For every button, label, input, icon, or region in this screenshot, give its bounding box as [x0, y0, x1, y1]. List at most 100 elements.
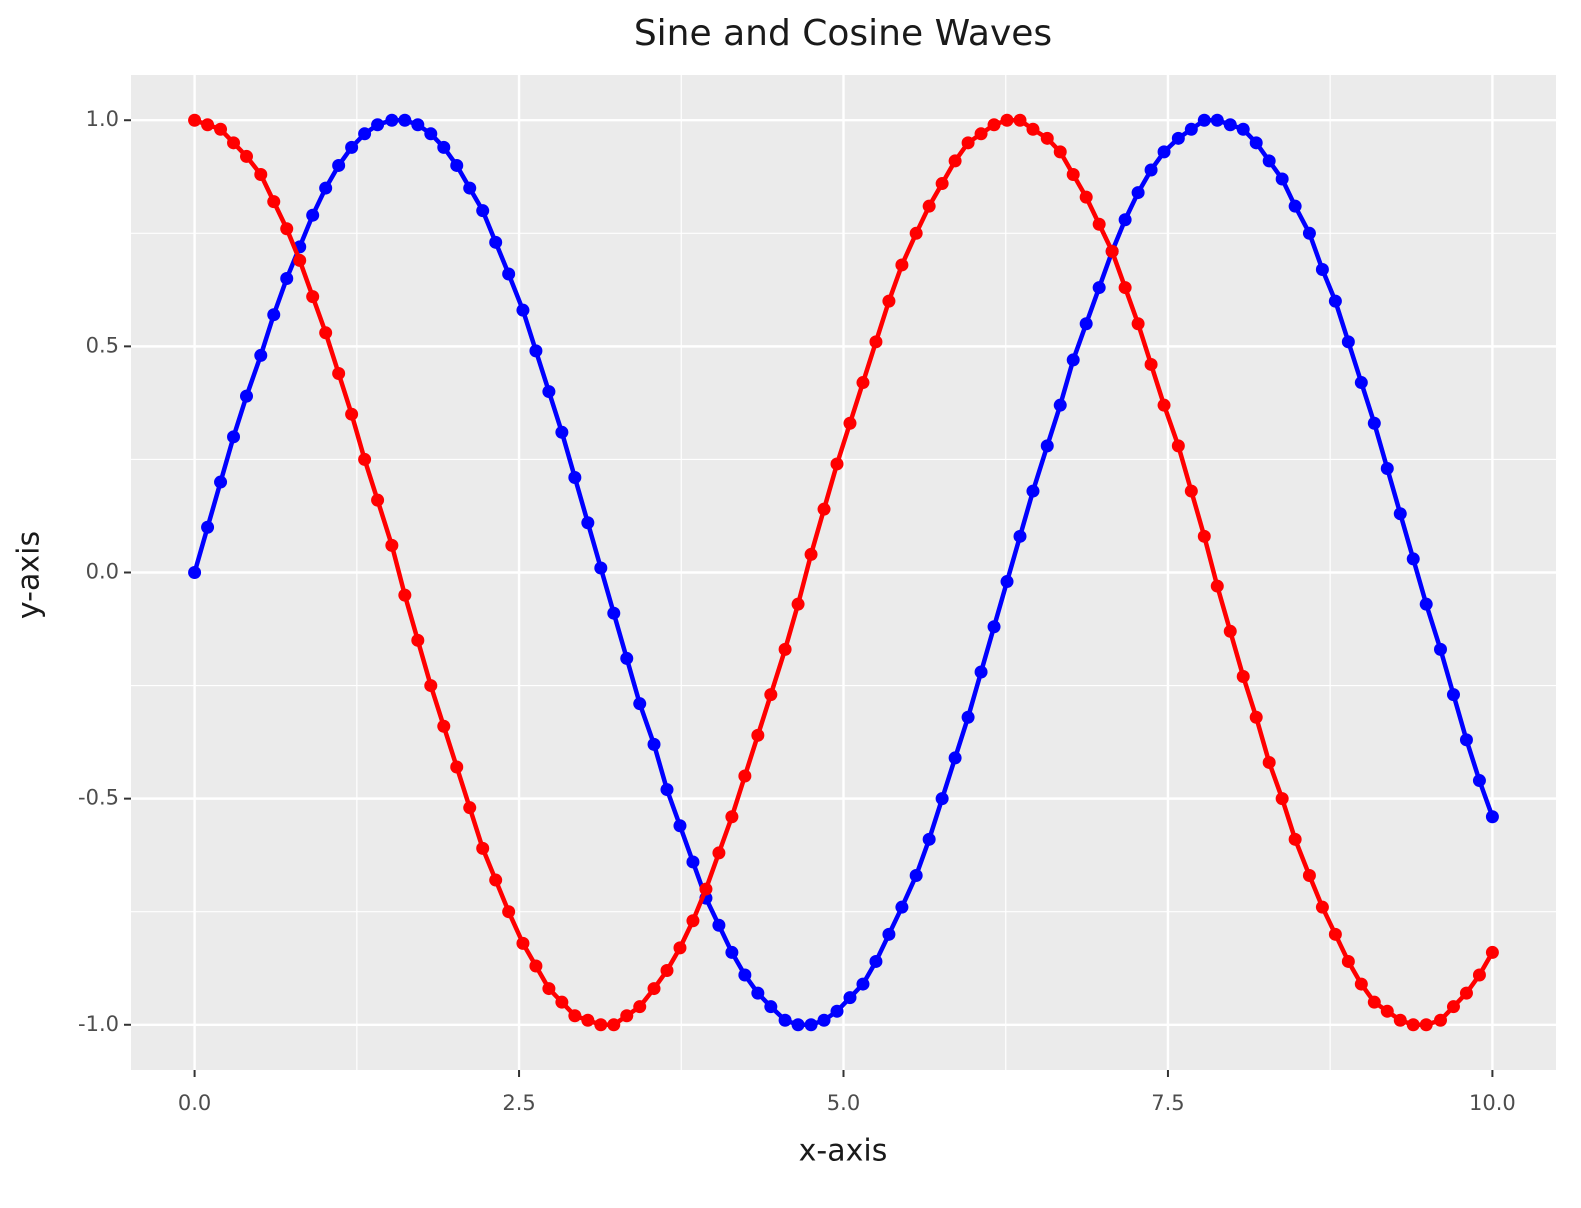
data-point — [751, 728, 765, 742]
data-point — [1236, 670, 1250, 684]
data-point — [188, 113, 202, 127]
data-point — [1053, 398, 1067, 412]
data-point — [738, 968, 752, 982]
x-tick-label: 2.5 — [502, 1091, 535, 1115]
data-point — [922, 832, 936, 846]
data-point — [214, 122, 228, 136]
data-point — [227, 136, 241, 150]
x-tick-label: 5.0 — [827, 1091, 860, 1115]
data-point — [817, 502, 831, 516]
data-point — [358, 452, 372, 466]
data-point — [594, 561, 608, 575]
data-point — [620, 651, 634, 665]
data-point — [1105, 244, 1119, 258]
data-point — [1367, 416, 1381, 430]
series-line — [193, 117, 1495, 1028]
data-point — [974, 127, 988, 141]
data-point — [489, 235, 503, 249]
x-axis-label: x-axis — [799, 1134, 888, 1169]
data-point — [1393, 1013, 1407, 1027]
data-point — [935, 792, 949, 806]
data-point — [280, 222, 294, 236]
data-point — [529, 344, 543, 358]
data-point — [869, 954, 883, 968]
data-point — [1393, 507, 1407, 521]
data-point — [909, 226, 923, 240]
data-point — [398, 588, 412, 602]
data-point — [607, 1018, 621, 1032]
data-point — [516, 303, 530, 317]
data-point — [319, 181, 333, 195]
y-tick-label: -0.5 — [78, 786, 119, 810]
data-point — [1079, 317, 1093, 331]
data-point — [358, 127, 372, 141]
data-point — [188, 566, 202, 579]
data-point — [1079, 190, 1093, 204]
data-point — [620, 1009, 634, 1023]
data-point — [1236, 122, 1250, 136]
data-point — [1000, 575, 1014, 589]
y-axis-label: y-axis — [12, 531, 47, 619]
data-point — [1288, 199, 1302, 213]
data-point — [764, 688, 778, 702]
data-point — [1380, 1004, 1394, 1018]
marks — [188, 113, 1499, 1032]
data-point — [1210, 113, 1224, 127]
data-point — [804, 547, 818, 561]
y-tick-label: 1.0 — [86, 107, 119, 131]
data-point — [1419, 597, 1433, 611]
data-point — [1485, 945, 1499, 959]
data-point — [686, 914, 700, 928]
data-point — [1354, 376, 1368, 390]
data-point — [1144, 163, 1158, 177]
data-point — [607, 606, 621, 620]
data-point — [424, 679, 438, 693]
data-point — [214, 475, 228, 489]
data-point — [922, 199, 936, 213]
data-point — [1066, 353, 1080, 367]
data-point — [1262, 755, 1276, 769]
data-point — [240, 149, 254, 163]
data-point — [1419, 1018, 1433, 1032]
data-point — [843, 416, 857, 430]
data-point — [555, 425, 569, 439]
data-point — [830, 1004, 844, 1018]
data-point — [1092, 217, 1106, 231]
data-point — [1433, 1013, 1447, 1027]
data-point — [385, 113, 399, 127]
data-point — [1092, 281, 1106, 295]
data-point — [895, 900, 909, 914]
data-point — [909, 869, 923, 883]
data-point — [647, 982, 661, 996]
data-point — [1144, 357, 1158, 371]
data-point — [1472, 774, 1486, 788]
data-point — [1341, 335, 1355, 349]
data-point — [1040, 131, 1054, 145]
data-point — [476, 204, 490, 218]
data-point — [633, 697, 647, 711]
data-point — [502, 267, 516, 281]
data-point — [1026, 484, 1040, 498]
data-point — [830, 457, 844, 471]
data-point — [240, 389, 254, 403]
data-point — [267, 195, 281, 209]
data-point — [778, 1013, 792, 1027]
data-point — [882, 294, 896, 308]
data-point — [660, 783, 674, 797]
data-point — [594, 1018, 608, 1032]
data-point — [1315, 900, 1329, 914]
data-point — [542, 385, 556, 399]
data-point — [201, 118, 215, 132]
data-point — [254, 348, 268, 362]
data-point — [1210, 579, 1224, 593]
data-point — [1446, 1000, 1460, 1014]
data-point — [1288, 832, 1302, 846]
data-point — [1472, 968, 1486, 982]
data-point — [1249, 136, 1263, 150]
data-point — [1131, 186, 1145, 200]
data-point — [306, 290, 320, 304]
data-point — [529, 959, 543, 973]
x-tick-label: 10.0 — [1469, 1091, 1516, 1115]
data-point — [398, 113, 412, 127]
data-point — [1184, 122, 1198, 136]
